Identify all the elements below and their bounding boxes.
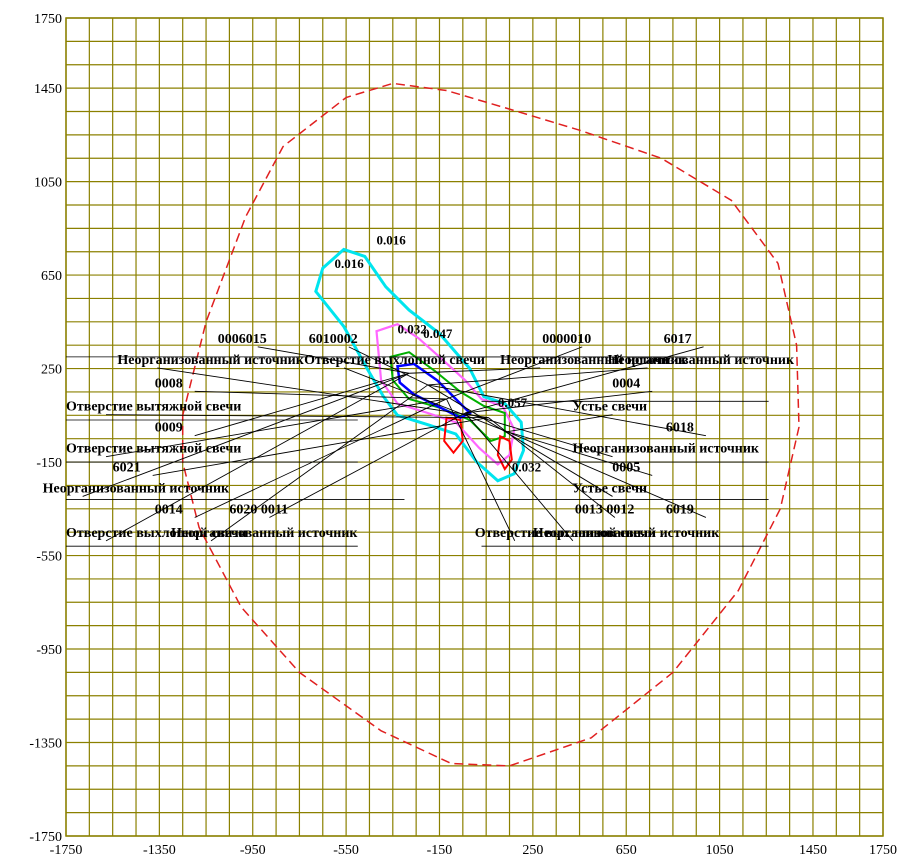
source-label: Неорганизованный источник <box>533 526 720 541</box>
source-label: 0008 <box>155 376 183 391</box>
leader-line <box>269 412 466 518</box>
leader-line <box>257 346 410 374</box>
x-tick-label: 1750 <box>869 843 897 858</box>
map-grid <box>65 17 884 837</box>
x-tick-label: -950 <box>240 843 266 858</box>
isoline-value-label: 0.016 <box>376 233 406 248</box>
x-tick-label: -1750 <box>50 843 83 858</box>
source-label: Неорганизованный источник <box>43 481 230 496</box>
source-label: 0006015 <box>218 332 267 347</box>
source-label: 6021 <box>113 460 141 475</box>
source-label: 6020 0011 <box>229 502 288 517</box>
source-label: 0013 0012 <box>575 502 635 517</box>
source-label: Устье свечи <box>573 481 648 496</box>
source-label: 0000010 <box>542 332 591 347</box>
x-axis-ticks: -1750 -1350 -950 -550 -150 250 650 1050 1450 1750 <box>50 843 897 858</box>
leader-line <box>105 398 447 458</box>
source-label: 0004 <box>612 376 640 391</box>
source-label: Неорганизованный источник <box>573 442 760 457</box>
source-label: Отверстие выхлопной свечи <box>475 526 656 541</box>
source-label: 6019 <box>666 502 694 517</box>
y-tick-label: 650 <box>41 269 62 284</box>
leader-line <box>464 412 574 542</box>
leader-line <box>427 367 648 386</box>
x-tick-label: 650 <box>616 843 637 858</box>
sanitary-zone-boundary <box>181 82 800 767</box>
leader-line <box>343 367 508 433</box>
leader-line <box>105 414 489 419</box>
leader-line <box>210 384 429 542</box>
source-label: 6010002 <box>309 332 358 347</box>
leader-line <box>446 346 583 400</box>
source-label: Отверстие выхлопной свечи <box>304 353 485 368</box>
leader-line <box>465 346 704 414</box>
isoline-mid <box>389 351 506 443</box>
leader-line <box>427 384 613 497</box>
leader-line <box>82 372 410 497</box>
source-label: Устье свечи <box>573 400 648 415</box>
source-label: Неорганизованный источник <box>608 353 795 368</box>
y-tick-label: 250 <box>41 363 62 378</box>
isoline-value-label: 0.016 <box>334 256 364 271</box>
leader-line <box>194 390 447 400</box>
y-tick-label: 1450 <box>34 82 62 97</box>
source-label: Неорганизованный источник <box>171 526 358 541</box>
x-tick-label: 1050 <box>706 843 734 858</box>
source-leader-lines <box>66 346 769 547</box>
y-tick-label: -1750 <box>29 830 62 845</box>
isoline-value-label: 0.032 <box>397 322 426 337</box>
leader-line <box>194 398 447 518</box>
leader-line <box>105 372 410 542</box>
y-tick-label: -150 <box>36 456 62 471</box>
y-tick-label: 1050 <box>34 176 62 191</box>
y-tick-label: -1350 <box>29 737 62 752</box>
leader-line <box>465 390 653 414</box>
source-label: Неорганизованный источник <box>117 353 304 368</box>
leader-line <box>507 431 653 476</box>
leader-line <box>152 417 489 476</box>
leader-line <box>507 414 613 433</box>
source-label: Отверстие выхлопной свечи <box>66 526 247 541</box>
leader-line <box>427 384 706 437</box>
isoline-0047 <box>443 416 464 455</box>
isoline-value-label: 0.047 <box>423 326 453 341</box>
leader-line <box>409 367 541 374</box>
leader-line <box>157 367 489 419</box>
source-label: 6017 <box>664 332 692 347</box>
isoline-0032 <box>375 322 516 466</box>
y-axis-ticks: 1750 1450 1050 650 250 -150 -550 -950 -1350 -1750 <box>29 12 62 845</box>
source-label: Отверстие вытяжной свечи <box>66 442 241 457</box>
source-label: Неорганизованный источник <box>500 353 687 368</box>
y-tick-label: -950 <box>36 643 62 658</box>
isoline-value-label: 0.057 <box>498 395 528 410</box>
zone-boundary-line <box>181 82 800 767</box>
leader-line <box>446 398 516 542</box>
x-tick-label: 250 <box>522 843 543 858</box>
x-tick-label: -150 <box>427 843 453 858</box>
y-tick-label: -550 <box>36 550 62 565</box>
x-tick-label: -550 <box>333 843 359 858</box>
leader-line <box>507 431 707 518</box>
isoline-value-label: 0.032 <box>512 459 541 474</box>
leader-line <box>465 412 613 458</box>
leader-line <box>194 372 410 437</box>
leader-line <box>348 346 429 386</box>
source-label: 0014 <box>155 502 183 517</box>
x-tick-label: -1350 <box>143 843 176 858</box>
x-tick-label: 1450 <box>799 843 827 858</box>
leader-line <box>488 417 616 518</box>
source-label: Отверстие вытяжной свечи <box>66 400 241 415</box>
y-tick-label: 1750 <box>34 12 62 27</box>
source-label: 0005 <box>612 460 640 475</box>
plot-frame <box>65 17 884 837</box>
source-labels: 0006015 6010002 0000010 6017 Неорганизованны… <box>43 332 795 541</box>
source-label: 0009 <box>155 421 183 436</box>
source-label: 6018 <box>666 421 694 436</box>
